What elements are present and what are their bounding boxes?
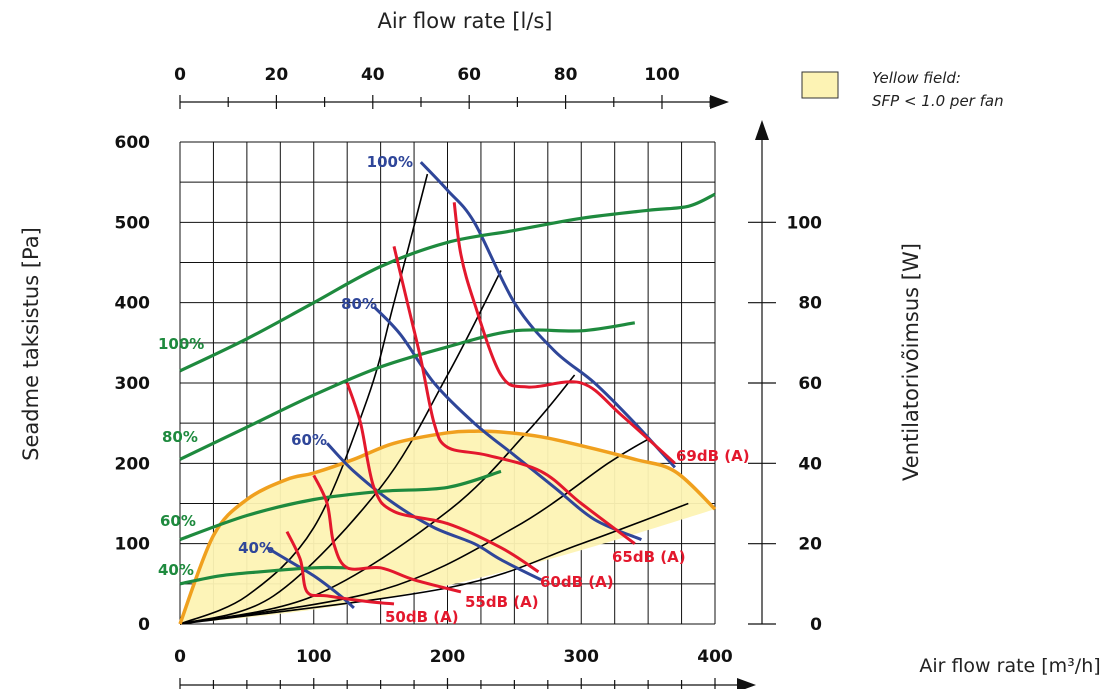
y-right-axis-label: Ventilatorivõimsus [W] xyxy=(899,243,923,481)
x-top-arrowhead xyxy=(710,95,729,109)
x-top-tick-label: 40 xyxy=(361,65,385,85)
power-line-100pct xyxy=(179,192,716,373)
pressure-label-80pct: 80% xyxy=(341,295,377,313)
x-top-tick-label: 100 xyxy=(644,65,680,85)
x-bottom-arrowhead xyxy=(737,678,756,689)
power-label-100pct: 100% xyxy=(158,335,204,353)
legend-line-2: SFP < 1.0 per fan xyxy=(872,92,1004,110)
sound-line-50dBA xyxy=(285,530,395,606)
sound-label-69dBA: 69dB (A) xyxy=(676,447,750,465)
x-top-tick-labels: 0 20 40 60 80 100 xyxy=(174,65,680,85)
y-right-arrowhead xyxy=(755,120,769,140)
y-right-tick-label: 20 xyxy=(798,535,822,555)
y-left-tick-label: 0 xyxy=(138,615,150,635)
y-left-tick-label: 500 xyxy=(115,213,151,233)
pressure-label-100pct: 100% xyxy=(367,153,413,171)
x-top-tick-label: 80 xyxy=(554,65,578,85)
sound-lines xyxy=(285,202,676,606)
x-bottom-axis-label: Air flow rate [m³/h] xyxy=(919,655,1100,677)
legend: Yellow field: SFP < 1.0 per fan xyxy=(801,69,1004,110)
x-bottom-tick-label: 100 xyxy=(296,647,332,667)
x-bottom-tick-labels: 0 100 200 300 400 xyxy=(174,647,733,667)
sound-line-69dBA xyxy=(452,202,676,465)
sound-label-55dBA: 55dB (A) xyxy=(465,593,539,611)
x-bottom-tick-label: 400 xyxy=(697,647,733,667)
legend-line-1: Yellow field: xyxy=(872,69,961,87)
y-left-tick-labels: 0 100 200 300 400 500 600 xyxy=(115,133,151,635)
x-top-tick-label: 0 xyxy=(174,65,186,85)
y-right-tick-labels: 0 20 40 60 80 100 xyxy=(787,213,823,635)
sound-label-60dBA: 60dB (A) xyxy=(540,573,614,591)
y-right-tick-label: 60 xyxy=(798,374,822,394)
pressure-label-40pct: 40% xyxy=(238,539,274,557)
power-label-40pct: 40% xyxy=(158,561,194,579)
y-left-tick-label: 300 xyxy=(115,374,151,394)
x-bottom-tick-label: 300 xyxy=(564,647,600,667)
system-curve-5 xyxy=(179,502,689,625)
power-line-80pct xyxy=(179,321,636,461)
x-bottom-tick-label: 200 xyxy=(430,647,466,667)
pressure-line-100pct xyxy=(419,161,677,469)
y-left-tick-label: 600 xyxy=(115,133,151,153)
y-left-tick-label: 100 xyxy=(115,535,151,555)
power-lines xyxy=(179,192,716,586)
x-top-tick-label: 20 xyxy=(265,65,289,85)
system-curve-2 xyxy=(179,270,502,625)
x-top-axis-label: Air flow rate [l/s] xyxy=(377,9,552,33)
x-top-tick-label: 60 xyxy=(457,65,481,85)
pressure-line-80pct xyxy=(372,305,642,541)
x-bottom-tick-label: 0 xyxy=(174,647,186,667)
pressure-line-40pct xyxy=(266,546,355,610)
power-label-80pct: 80% xyxy=(162,428,198,446)
y-left-tick-label: 400 xyxy=(115,294,151,314)
sound-label-65dBA: 65dB (A) xyxy=(612,548,686,566)
y-right-tick-label: 100 xyxy=(787,213,823,233)
power-line-40pct xyxy=(179,565,348,586)
sfp-boundary-line xyxy=(178,429,717,625)
y-left-tick-label: 200 xyxy=(115,454,151,474)
pressure-lines xyxy=(266,161,677,610)
axis-ticks xyxy=(179,95,776,689)
y-right-tick-label: 0 xyxy=(810,615,822,635)
power-line-60pct xyxy=(179,469,502,542)
sound-line-65dBA xyxy=(392,246,636,545)
system-curve-4 xyxy=(179,438,649,625)
pressure-label-60pct: 60% xyxy=(291,431,327,449)
power-label-60pct: 60% xyxy=(160,512,196,530)
series-labels: 100% 80% 60% 40% 100% 80% 60% 40% 50dB (A) 55dB (… xyxy=(158,153,750,626)
y-left-axis-label: Seadme taksistus [Pa] xyxy=(19,227,43,461)
sound-label-50dBA: 50dB (A) xyxy=(385,608,459,626)
y-right-tick-label: 40 xyxy=(798,454,822,474)
y-right-tick-label: 80 xyxy=(798,294,822,314)
legend-swatch xyxy=(801,71,839,99)
sound-line-55dBA xyxy=(312,474,462,594)
sound-line-60dBA xyxy=(345,382,540,574)
pressure-line-60pct xyxy=(326,442,542,582)
